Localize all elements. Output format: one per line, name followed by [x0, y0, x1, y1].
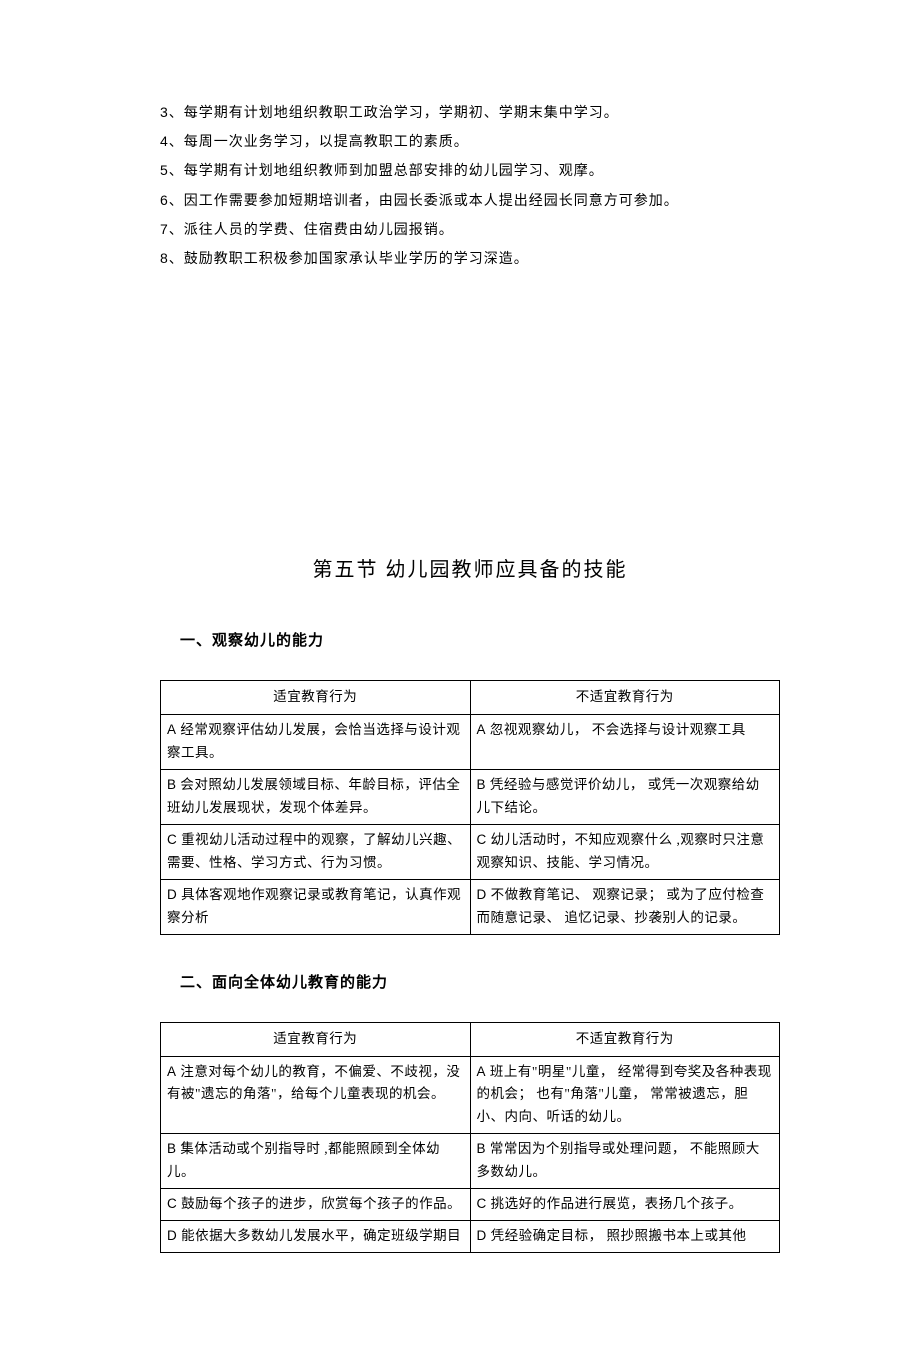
cell-text: 挑选好的作品进行展览，表扬几个孩子。 — [487, 1196, 743, 1211]
table-row: B 会对照幼儿发展领域目标、年龄目标，评估全班幼儿发展现状，发现个体差异。 B … — [161, 769, 780, 824]
list-text: 、每周一次业务学习，以提高教职工的素质。 — [169, 135, 469, 150]
table-header-inappropriate: 不适宜教育行为 — [470, 681, 780, 715]
list-item: 4、每周一次业务学习，以提高教职工的素质。 — [160, 129, 780, 155]
section-title: 第五节 幼儿园教师应具备的技能 — [160, 552, 780, 588]
cell-appropriate: B 会对照幼儿发展领域目标、年龄目标，评估全班幼儿发展现状，发现个体差异。 — [161, 769, 471, 824]
cell-inappropriate: D 不做教育笔记、 观察记录； 或为了应付检查而随意记录、 追忆记录、抄袭别人的… — [470, 879, 780, 934]
cell-appropriate: D 具体客观地作观察记录或教育笔记，认真作观察分析 — [161, 879, 471, 934]
cell-appropriate: A 注意对每个幼儿的教育，不偏爱、不歧视，没有被"遗忘的角落"，给每个儿童表现的… — [161, 1056, 471, 1134]
cell-inappropriate: A 班上有"明星"儿童， 经常得到夸奖及各种表现的机会； 也有"角落"儿童， 常… — [470, 1056, 780, 1134]
cell-text: 凭经验与感觉评价幼儿， 或凭一次观察给幼儿下结论。 — [477, 777, 760, 815]
row-label: C — [477, 1196, 487, 1211]
subsection-title-1: 一、观察幼儿的能力 — [180, 628, 780, 655]
list-item: 6、因工作需要参加短期培训者，由园长委派或本人提出经园长同意方可参加。 — [160, 188, 780, 214]
numbered-list: 3、每学期有计划地组织教职工政治学习，学期初、学期末集中学习。 4、每周一次业务… — [160, 100, 780, 272]
cell-text: 常常因为个别指导或处理问题， 不能照顾大多数幼儿。 — [477, 1141, 760, 1179]
row-label: B — [477, 777, 487, 792]
cell-inappropriate: B 凭经验与感觉评价幼儿， 或凭一次观察给幼儿下结论。 — [470, 769, 780, 824]
table-row: A 注意对每个幼儿的教育，不偏爱、不歧视，没有被"遗忘的角落"，给每个儿童表现的… — [161, 1056, 780, 1134]
cell-text: 注意对每个幼儿的教育，不偏爱、不歧视，没有被"遗忘的角落"，给每个儿童表现的机会… — [167, 1064, 460, 1102]
cell-text: 能依据大多数幼儿发展水平，确定班级学期目 — [177, 1228, 461, 1243]
cell-text: 鼓励每个孩子的进步，欣赏每个孩子的作品。 — [177, 1196, 461, 1211]
table-header-appropriate: 适宜教育行为 — [161, 1022, 471, 1056]
cell-inappropriate: C 幼儿活动时，不知应观察什么 ,观察时只注意观察知识、技能、学习情况。 — [470, 824, 780, 879]
subsection-title-2: 二、面向全体幼儿教育的能力 — [180, 970, 780, 997]
row-label: D — [167, 1228, 177, 1243]
list-number: 5 — [160, 162, 169, 178]
cell-text: 重视幼儿活动过程中的观察，了解幼儿兴趣、需要、性格、学习方式、行为习惯。 — [167, 832, 461, 870]
list-text: 、每学期有计划地组织教师到加盟总部安排的幼儿园学习、观摩。 — [169, 164, 604, 179]
cell-inappropriate: C 挑选好的作品进行展览，表扬几个孩子。 — [470, 1189, 780, 1221]
row-label: D — [477, 887, 487, 902]
table-header-row: 适宜教育行为 不适宜教育行为 — [161, 681, 780, 715]
list-item: 7、派往人员的学费、住宿费由幼儿园报销。 — [160, 217, 780, 243]
list-number: 6 — [160, 192, 169, 208]
row-label: D — [477, 1228, 487, 1243]
list-number: 4 — [160, 133, 169, 149]
row-label: B — [477, 1141, 487, 1156]
list-number: 8 — [160, 250, 169, 266]
cell-inappropriate: A 忽视观察幼儿， 不会选择与设计观察工具 — [470, 715, 780, 770]
cell-text: 班上有"明星"儿童， 经常得到夸奖及各种表现的机会； 也有"角落"儿童， 常常被… — [477, 1064, 772, 1125]
cell-appropriate: A 经常观察评估幼儿发展，会恰当选择与设计观察工具。 — [161, 715, 471, 770]
row-label: A — [477, 722, 487, 737]
cell-text: 凭经验确定目标， 照抄照搬书本上或其他 — [487, 1228, 747, 1243]
list-item: 3、每学期有计划地组织教职工政治学习，学期初、学期末集中学习。 — [160, 100, 780, 126]
cell-text: 会对照幼儿发展领域目标、年龄目标，评估全班幼儿发展现状，发现个体差异。 — [167, 777, 460, 815]
table-header-appropriate: 适宜教育行为 — [161, 681, 471, 715]
table-row: B 集体活动或个别指导时 ,都能照顾到全体幼儿。 B 常常因为个别指导或处理问题… — [161, 1134, 780, 1189]
list-text: 、派往人员的学费、住宿费由幼儿园报销。 — [169, 223, 454, 238]
row-label: B — [167, 777, 177, 792]
list-text: 、每学期有计划地组织教职工政治学习，学期初、学期末集中学习。 — [169, 106, 619, 121]
table-row: D 能依据大多数幼儿发展水平，确定班级学期目 D 凭经验确定目标， 照抄照搬书本… — [161, 1221, 780, 1253]
row-label: A — [477, 1064, 487, 1079]
table-header-row: 适宜教育行为 不适宜教育行为 — [161, 1022, 780, 1056]
row-label: B — [167, 1141, 177, 1156]
row-label: C — [477, 832, 487, 847]
row-label: C — [167, 1196, 177, 1211]
row-label: A — [167, 1064, 177, 1079]
list-number: 3 — [160, 104, 169, 120]
cell-appropriate: D 能依据大多数幼儿发展水平，确定班级学期目 — [161, 1221, 471, 1253]
list-item: 5、每学期有计划地组织教师到加盟总部安排的幼儿园学习、观摩。 — [160, 158, 780, 184]
cell-text: 不做教育笔记、 观察记录； 或为了应付检查而随意记录、 追忆记录、抄袭别人的记录… — [477, 887, 765, 925]
cell-text: 具体客观地作观察记录或教育笔记，认真作观察分析 — [167, 887, 461, 925]
table-row: C 重视幼儿活动过程中的观察，了解幼儿兴趣、需要、性格、学习方式、行为习惯。 C… — [161, 824, 780, 879]
cell-text: 集体活动或个别指导时 ,都能照顾到全体幼儿。 — [167, 1141, 440, 1179]
cell-text: 经常观察评估幼儿发展，会恰当选择与设计观察工具。 — [167, 722, 460, 760]
row-label: A — [167, 722, 177, 737]
table-row: D 具体客观地作观察记录或教育笔记，认真作观察分析 D 不做教育笔记、 观察记录… — [161, 879, 780, 934]
table-row: A 经常观察评估幼儿发展，会恰当选择与设计观察工具。 A 忽视观察幼儿， 不会选… — [161, 715, 780, 770]
row-label: D — [167, 887, 177, 902]
cell-inappropriate: B 常常因为个别指导或处理问题， 不能照顾大多数幼儿。 — [470, 1134, 780, 1189]
table-header-inappropriate: 不适宜教育行为 — [470, 1022, 780, 1056]
list-number: 7 — [160, 221, 169, 237]
table-observation-ability: 适宜教育行为 不适宜教育行为 A 经常观察评估幼儿发展，会恰当选择与设计观察工具… — [160, 680, 780, 934]
cell-inappropriate: D 凭经验确定目标， 照抄照搬书本上或其他 — [470, 1221, 780, 1253]
table-row: C 鼓励每个孩子的进步，欣赏每个孩子的作品。 C 挑选好的作品进行展览，表扬几个… — [161, 1189, 780, 1221]
table-education-ability: 适宜教育行为 不适宜教育行为 A 注意对每个幼儿的教育，不偏爱、不歧视，没有被"… — [160, 1022, 780, 1254]
list-item: 8、鼓励教职工积极参加国家承认毕业学历的学习深造。 — [160, 246, 780, 272]
row-label: C — [167, 832, 177, 847]
cell-text: 幼儿活动时，不知应观察什么 ,观察时只注意观察知识、技能、学习情况。 — [477, 832, 765, 870]
cell-appropriate: C 鼓励每个孩子的进步，欣赏每个孩子的作品。 — [161, 1189, 471, 1221]
list-text: 、鼓励教职工积极参加国家承认毕业学历的学习深造。 — [169, 252, 529, 267]
cell-appropriate: C 重视幼儿活动过程中的观察，了解幼儿兴趣、需要、性格、学习方式、行为习惯。 — [161, 824, 471, 879]
cell-appropriate: B 集体活动或个别指导时 ,都能照顾到全体幼儿。 — [161, 1134, 471, 1189]
list-text: 、因工作需要参加短期培训者，由园长委派或本人提出经园长同意方可参加。 — [169, 194, 679, 209]
cell-text: 忽视观察幼儿， 不会选择与设计观察工具 — [486, 722, 746, 737]
